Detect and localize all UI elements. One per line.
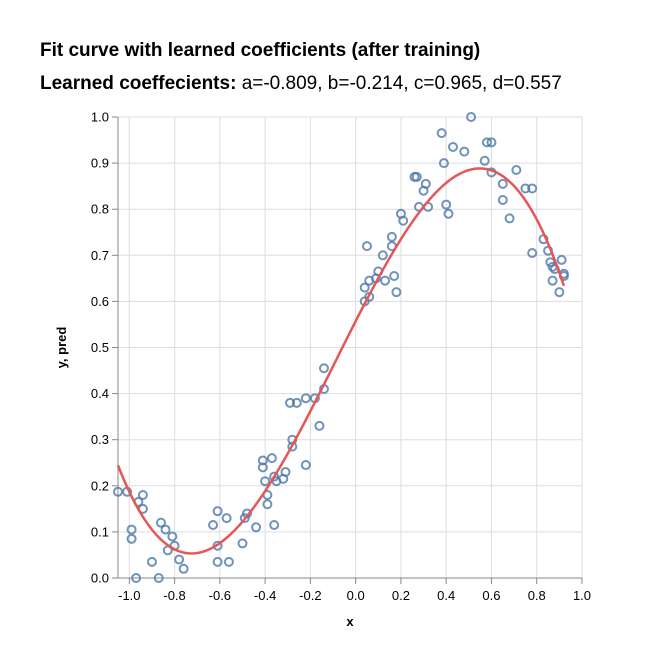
coefficients-label: Learned coeffecients: (40, 73, 237, 94)
data-point (391, 287, 402, 298)
y-tick-label: 0.5 (91, 340, 109, 355)
data-point (237, 538, 248, 549)
curve-layer (116, 167, 566, 555)
data-point (359, 282, 370, 293)
data-point (547, 275, 558, 286)
data-point (520, 183, 531, 194)
data-point (389, 271, 400, 282)
data-point (436, 128, 447, 139)
data-point (167, 531, 178, 542)
data-point (146, 556, 157, 567)
y-tick-label: 0.4 (91, 386, 109, 401)
data-point (380, 275, 391, 286)
data-point (156, 517, 167, 528)
data-point (481, 137, 492, 148)
data-point (386, 231, 397, 242)
data-point (291, 397, 302, 408)
data-point (131, 573, 142, 583)
y-tick-label: 0.0 (91, 571, 109, 586)
data-point (459, 146, 470, 157)
x-tick-label: 0.0 (347, 588, 365, 603)
y-tick-label: 1.0 (91, 110, 109, 125)
x-tick-label: -1.0 (118, 588, 140, 603)
data-point (257, 462, 268, 473)
data-point (266, 453, 277, 464)
data-point (178, 563, 189, 574)
data-point (466, 112, 477, 122)
data-point (361, 241, 372, 252)
data-point (212, 556, 223, 567)
data-point (420, 178, 431, 189)
grid-lines (118, 116, 583, 579)
data-point (126, 524, 137, 535)
data-point (556, 254, 567, 265)
x-tick-label: 0.2 (392, 588, 410, 603)
data-point (479, 155, 490, 166)
y-axis-title: y, pred (54, 327, 69, 369)
data-point (285, 397, 296, 408)
x-tick-label: -0.2 (299, 588, 321, 603)
data-point (511, 165, 522, 176)
y-tick-label: 0.7 (91, 248, 109, 263)
chart-title: Fit curve with learned coefficients (aft… (40, 40, 481, 61)
data-point (251, 522, 262, 533)
x-tick-label: 0.4 (437, 588, 455, 603)
y-tick-label: 0.6 (91, 294, 109, 309)
data-point (126, 533, 137, 544)
data-point (113, 486, 123, 497)
data-point (411, 171, 422, 182)
x-tick-label: 1.0 (573, 588, 591, 603)
data-point (527, 247, 538, 258)
data-point (223, 556, 234, 567)
data-point (137, 490, 148, 501)
data-point (318, 363, 329, 374)
x-tick-label: -0.6 (209, 588, 231, 603)
data-point (269, 519, 280, 530)
x-tick-label: -0.4 (254, 588, 276, 603)
data-point (280, 466, 291, 477)
data-point (554, 287, 565, 298)
data-point (153, 573, 164, 583)
x-tick-label: 0.6 (482, 588, 500, 603)
data-point (257, 455, 268, 466)
data-point (504, 213, 515, 224)
data-point (314, 420, 325, 431)
x-tick-label: -0.8 (163, 588, 185, 603)
data-point (208, 519, 219, 530)
data-point (438, 158, 449, 169)
data-point (441, 199, 452, 210)
data-point (443, 208, 454, 219)
data-point (398, 215, 409, 226)
data-point (262, 499, 273, 510)
coefficients-values: a=-0.809, b=-0.214, c=0.965, d=0.557 (241, 73, 562, 94)
data-point (300, 393, 311, 404)
data-point (260, 476, 271, 487)
fit-curve (116, 167, 566, 555)
data-point (527, 183, 538, 194)
x-axis-title: x (346, 614, 354, 629)
data-point (287, 441, 298, 452)
data-point (447, 141, 458, 152)
data-point (300, 460, 311, 471)
data-point (497, 178, 508, 189)
y-tick-label: 0.3 (91, 432, 109, 447)
y-tick-label: 0.1 (91, 524, 109, 539)
y-tick-label: 0.8 (91, 202, 109, 217)
data-point (212, 506, 223, 517)
data-point (174, 554, 185, 565)
y-tick-label: 0.9 (91, 156, 109, 171)
data-point (497, 194, 508, 205)
axes: -1.0 -0.8 -0.6 -0.4 -0.2 0.0 0.2 0.4 0.6 0.8 1.0 0.… (91, 110, 591, 604)
x-tick-label: 0.8 (528, 588, 546, 603)
chart-subtitle: Learned coeffecients: a=-0.809, b=-0.214… (40, 73, 562, 95)
data-point (486, 137, 497, 148)
y-tick-label: 0.2 (91, 478, 109, 493)
data-point (160, 524, 171, 535)
data-point (221, 513, 232, 524)
data-point (377, 250, 388, 261)
